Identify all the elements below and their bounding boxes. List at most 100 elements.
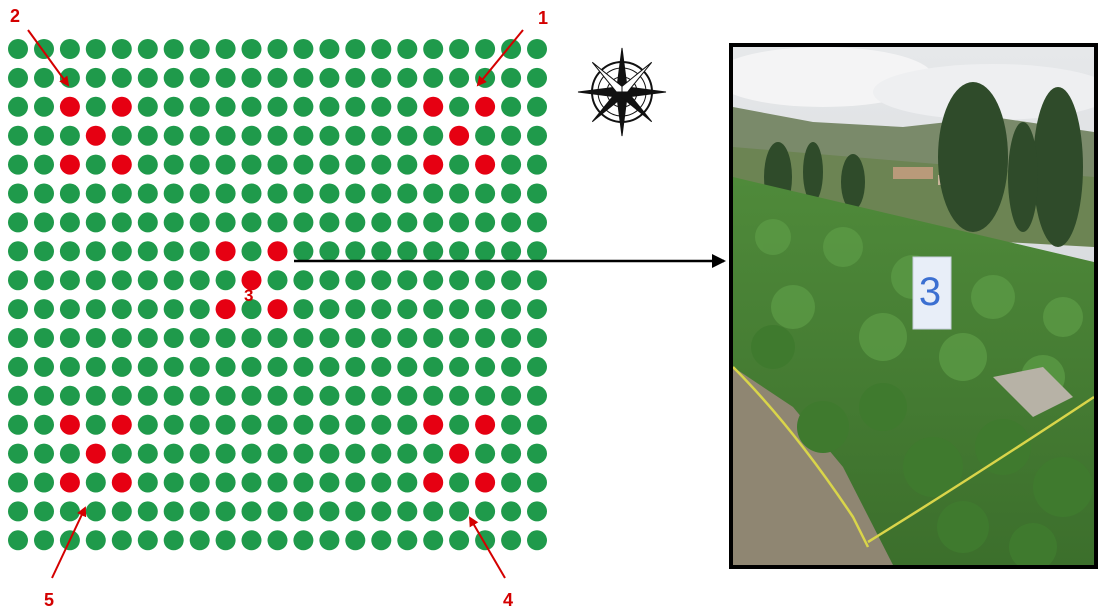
plant-dot [59,39,80,59]
plant-dot [527,183,547,204]
plant-dot [8,530,28,551]
plant-dot [423,183,444,204]
plant-dot [501,39,522,59]
plant-dot [111,443,132,464]
plant-dot [345,154,366,175]
plant-dot [397,67,418,88]
plant-dot [423,501,444,522]
sample-plant-dot [111,96,132,117]
plant-dot [189,154,210,175]
plant-dot [319,67,340,88]
plant-dot [215,270,236,291]
plant-dot [423,385,444,406]
plant-dot [501,212,522,233]
plant-dot [267,183,288,204]
plant-dot [267,443,288,464]
plant-dot [449,299,470,320]
plant-dot [8,270,28,291]
plant-dot [475,183,496,204]
plant-dot [293,385,314,406]
plant-dot [475,328,496,348]
plant-dot [345,270,366,291]
plant-dot [449,270,470,291]
plant-dot [85,328,106,348]
plant-dot [293,414,314,435]
plant-dot [137,270,158,291]
plant-dot [293,443,314,464]
plant-dot [319,212,340,233]
plant-dot [449,67,470,88]
plant-dot [8,299,28,320]
plant-dot [371,472,392,493]
plant-dot [241,96,262,117]
plant-dot [423,67,444,88]
plant-dot [371,154,392,175]
plant-dot [8,154,28,175]
plant-dot [423,270,444,291]
plant-dot [189,385,210,406]
plant-dot [293,501,314,522]
plant-dot [371,385,392,406]
plant-dot [397,501,418,522]
plant-dot [34,530,54,551]
plant-dot [215,125,236,146]
plant-dot [319,443,340,464]
plant-dot [293,183,314,204]
plant-dot [59,270,80,291]
plant-dot [241,356,262,377]
plant-dot [8,356,28,377]
plant-dot [137,96,158,117]
plant-dot [8,501,28,522]
plant-dot [527,270,547,291]
plant-dot [345,356,366,377]
plant-dot [319,299,340,320]
plant-dot [371,212,392,233]
plant-dot [85,414,106,435]
plant-dot [241,385,262,406]
plant-dot [527,414,547,435]
plant-dot [345,241,366,262]
plant-dot [241,125,262,146]
plant-dot [267,67,288,88]
plant-dot [527,472,547,493]
plant-dot [85,241,106,262]
plant-dot [501,67,522,88]
plant-dot [241,530,262,551]
plant-dot [215,501,236,522]
plant-dot [397,385,418,406]
plant-dot [527,154,547,175]
plant-dot [449,154,470,175]
plant-dot [501,443,522,464]
plant-dot [163,385,184,406]
plant-dot [345,501,366,522]
plant-dot [85,530,106,551]
plant-dot [163,472,184,493]
plant-dot [137,472,158,493]
plant-dot [501,241,522,262]
plant-dot [319,328,340,348]
plant-dot [267,414,288,435]
plant-dot [293,270,314,291]
plant-dot [163,183,184,204]
field-photo [729,43,1098,569]
plant-dot [85,67,106,88]
plant-dot [34,241,54,262]
plant-dot [475,125,496,146]
plant-dot [293,241,314,262]
plant-dot [189,212,210,233]
plant-dot [345,183,366,204]
sample-plant-dot [267,241,288,262]
plant-dot [319,414,340,435]
plant-dot [215,212,236,233]
plant-dot [267,270,288,291]
plant-dot [449,241,470,262]
plant-dot [267,356,288,377]
plant-dot [163,501,184,522]
plant-dot [423,241,444,262]
plant-dot [189,270,210,291]
plant-dot [293,212,314,233]
plant-dot [137,67,158,88]
plant-dot [293,39,314,59]
plant-dot [501,472,522,493]
